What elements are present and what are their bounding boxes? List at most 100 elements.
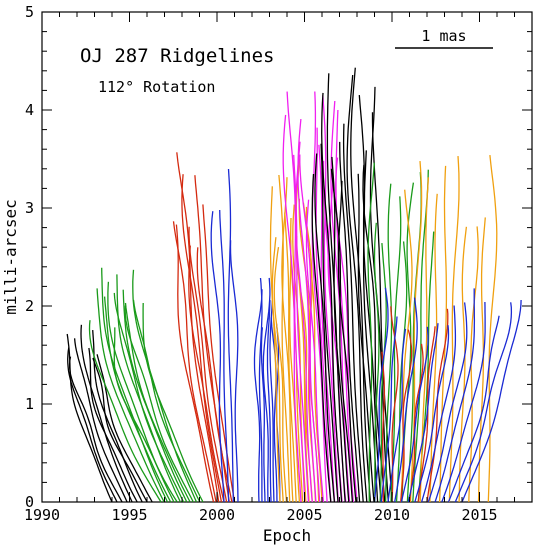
ridgeline-blue [227, 168, 234, 503]
ridgeline-orange [458, 226, 468, 503]
ridgeline-black [358, 95, 379, 503]
ridgeline-orange [284, 212, 297, 503]
x-tick-label: 2015 [461, 506, 497, 524]
ridgeline-green [132, 299, 201, 503]
ridgeline-magenta [318, 144, 336, 503]
x-tick-label: 1995 [111, 506, 147, 524]
ridgeline-black [67, 347, 118, 503]
ridgeline-red [408, 343, 424, 503]
ridgeline-green [379, 243, 387, 503]
ridgeline-blue [258, 277, 263, 503]
chart-title: OJ 287 Ridgelines [80, 45, 274, 67]
ridgeline-red [400, 329, 413, 503]
ridgeline-magenta [311, 91, 328, 503]
ridgeline-black [346, 74, 368, 503]
ridgeline-blue [461, 299, 522, 503]
ridgeline-black [314, 153, 336, 503]
ridgeline-red [381, 351, 386, 502]
ridgeline-black [330, 168, 354, 503]
ridgeline-blue [210, 211, 225, 503]
ridgeline-blue [387, 328, 407, 503]
ridgeline-blue [454, 302, 513, 503]
ridgeline-orange [419, 177, 430, 503]
ridgeline-black [80, 324, 133, 503]
ridgeline-magenta [322, 95, 339, 503]
ridgeline-green [113, 327, 178, 503]
ridgeline-blue [427, 302, 468, 503]
x-axis-ticks: 1990 1995 2000 2005 2010 2015 [24, 12, 533, 524]
y-tick-label: 2 [25, 297, 34, 315]
ridgeline-orange [468, 226, 479, 503]
y-tick-label: 3 [25, 199, 34, 217]
ridgeline-green [113, 292, 185, 503]
ridgeline-green [96, 288, 165, 503]
ridgeline-red [175, 224, 215, 503]
ridgeline-green [395, 241, 408, 503]
ridgeline-magenta [315, 127, 332, 503]
ridgeline-blue [400, 326, 429, 503]
y-tick-label: 0 [25, 493, 34, 511]
ridgeline-green [373, 222, 380, 503]
ridgeline-blue [420, 305, 457, 503]
x-tick-label: 2010 [374, 506, 410, 524]
ridgeline-black [339, 141, 361, 503]
ridgeline-red [417, 326, 436, 503]
ridgeline-magenta [305, 199, 325, 503]
ridgeline-black [337, 180, 357, 503]
y-tick-label: 1 [25, 395, 34, 413]
ridgeline-black [96, 354, 153, 503]
ridgeline-blue [380, 316, 398, 503]
ridgeline-blue [229, 240, 239, 503]
ridgeline-orange [477, 217, 486, 503]
ridgeline-green [124, 302, 191, 503]
ridgeline-black [73, 338, 128, 503]
ridgeline-magenta [295, 141, 313, 503]
ridgeline-orange [271, 237, 284, 503]
ridgeline-blue [260, 327, 266, 503]
ridgeline-black [331, 156, 350, 503]
ridgeline-magenta [330, 100, 351, 503]
x-axis-label: Epoch [263, 526, 311, 545]
ridgeline-green [124, 305, 194, 503]
ridgeline-green [122, 289, 188, 503]
ridgeline-orange [487, 155, 498, 503]
ridgeline-curves [66, 67, 522, 503]
scale-bar-label: 1 mas [421, 27, 466, 45]
ridgeline-orange [429, 193, 438, 503]
ridgeline-magenta [286, 91, 306, 503]
ridgeline-blue [394, 297, 418, 503]
x-tick-label: 2000 [199, 506, 235, 524]
x-tick-label: 2005 [286, 506, 322, 524]
ridgeline-red [181, 174, 223, 503]
y-tick-label: 5 [25, 3, 34, 21]
ridgeline-black [321, 92, 343, 503]
ridgeline-black [350, 67, 372, 503]
ridgeline-blue [262, 277, 271, 503]
ridgeline-black [68, 356, 123, 503]
ridgeline-black [88, 347, 138, 503]
ridgeline-blue [266, 300, 272, 503]
y-axis-label: milli-arcsec [1, 199, 20, 315]
ridgeline-blue [434, 288, 476, 503]
ridgeline-green [412, 169, 429, 503]
ridgeline-blue [447, 315, 500, 503]
ridgeline-magenta [297, 119, 317, 503]
ridgeline-red [172, 221, 217, 503]
ridgeline-blue [269, 300, 275, 503]
ridgeline-green [384, 183, 393, 503]
ridgeline-orange [278, 174, 291, 503]
ridgeline-orange [281, 177, 294, 503]
ridgeline-black [311, 173, 332, 503]
ridgeline-orange [289, 239, 301, 503]
ridgeline-blue [373, 287, 389, 503]
ridgeline-green [88, 320, 162, 503]
ridgeline-black [92, 357, 148, 503]
ridgeline-orange [448, 156, 460, 503]
ridgeline-blue [219, 209, 230, 503]
y-tick-label: 4 [25, 101, 34, 119]
ridgeline-magenta [299, 154, 321, 503]
ridgeline-green [101, 267, 169, 503]
ridgeline-blue [407, 323, 439, 503]
ridgeline-green [367, 162, 375, 503]
